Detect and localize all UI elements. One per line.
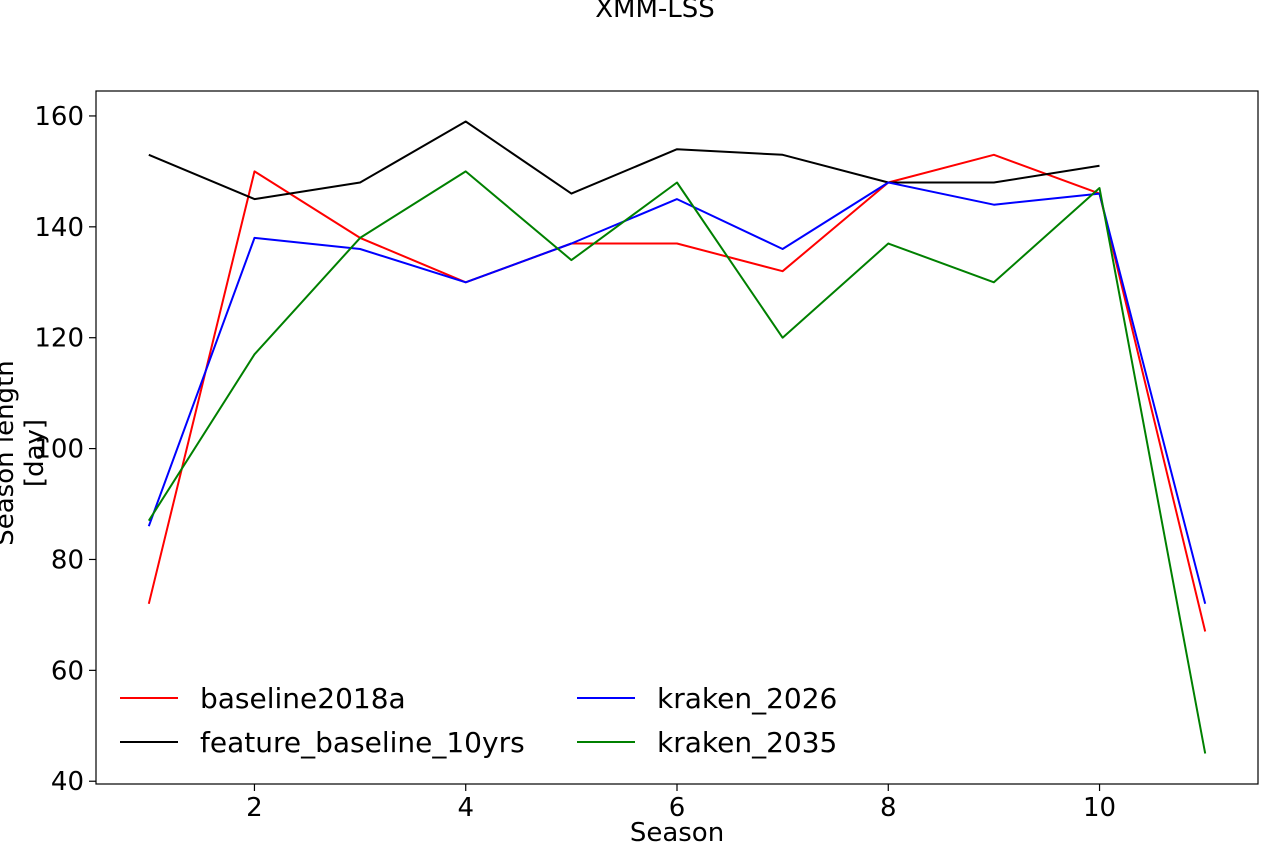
legend-swatch	[577, 741, 635, 743]
y-tick-label: 160	[34, 102, 84, 132]
x-tick-label: 8	[880, 793, 897, 823]
legend-label: feature_baseline_10yrs	[200, 725, 525, 759]
legend-label: baseline2018a	[200, 681, 406, 715]
y-tick-label: 80	[51, 545, 84, 575]
series-line-baseline2018a	[147, 153, 1207, 632]
legend-item-feature-baseline-10yrs: feature_baseline_10yrs	[120, 720, 525, 764]
y-tick-label: 100	[34, 435, 84, 465]
chart-title: XMM-LSS	[595, 0, 715, 24]
y-tick-label: 140	[34, 213, 84, 243]
legend-item-kraken-2026: kraken_2026	[577, 676, 837, 720]
legend-item-baseline2018a: baseline2018a	[120, 676, 406, 720]
y-tick-label: 60	[51, 656, 84, 686]
x-axis-label: Season	[629, 818, 725, 848]
series-line-feature-baseline-10yrs	[148, 120, 1100, 201]
legend-swatch	[577, 697, 635, 699]
legend-item-kraken-2035: kraken_2035	[577, 720, 837, 764]
legend-label: kraken_2026	[657, 681, 838, 715]
y-axis-label: Season length [day]	[0, 360, 50, 546]
legend-swatch	[120, 741, 178, 743]
series-line-kraken-2026	[147, 181, 1207, 605]
x-tick-label: 4	[457, 793, 474, 823]
x-tick-label: 10	[1083, 793, 1116, 823]
legend-label: kraken_2035	[657, 725, 838, 759]
series-line-kraken-2035	[147, 170, 1207, 754]
x-tick-label: 2	[246, 793, 263, 823]
legend-swatch	[120, 697, 178, 699]
y-tick-label: 120	[34, 324, 84, 354]
x-tick-label: 6	[669, 793, 686, 823]
y-tick-label: 40	[51, 767, 84, 797]
